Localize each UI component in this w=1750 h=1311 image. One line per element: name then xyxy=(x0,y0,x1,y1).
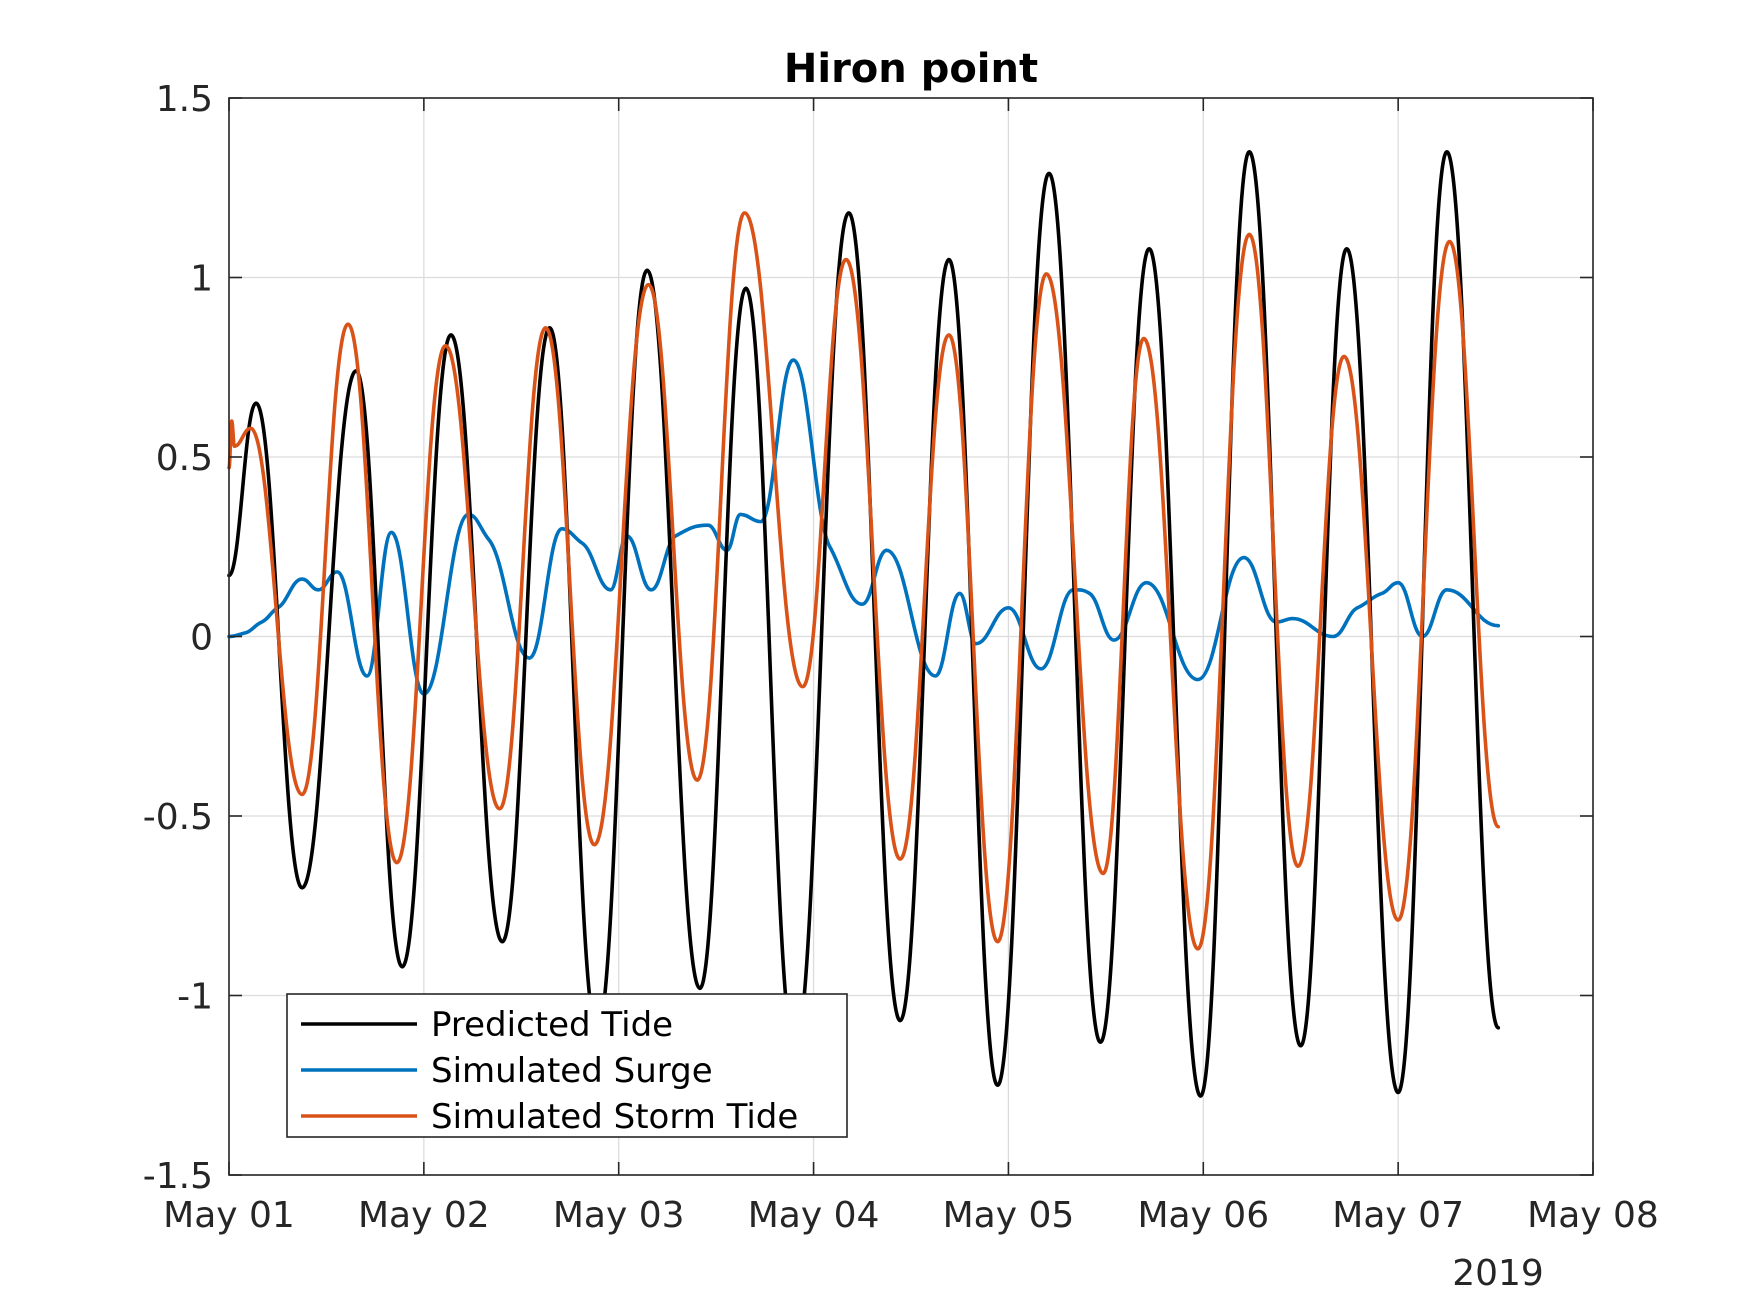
x-tick-label: May 03 xyxy=(553,1195,685,1236)
series-line-simulated-surge xyxy=(227,358,1501,696)
x-tick-label: May 06 xyxy=(1137,1195,1269,1236)
x-tick-label: May 04 xyxy=(748,1195,880,1236)
x-tick-labels: May 01 May 02 May 03 May 04 May 05 May 06 May … xyxy=(163,1195,1659,1236)
chart-title: Hiron point xyxy=(784,46,1038,92)
legend: Predicted Tide Simulated Surge Simulated S… xyxy=(286,993,848,1138)
y-tick-label: 1 xyxy=(190,259,213,300)
series-layer xyxy=(227,150,1501,1098)
y-tick-label: -1 xyxy=(177,977,213,1018)
x-tick-label: May 08 xyxy=(1527,1195,1659,1236)
y-tick-label: -0.5 xyxy=(143,797,213,838)
y-tick-label: 1.5 xyxy=(156,79,213,120)
legend-label: Simulated Surge xyxy=(431,1051,713,1091)
ticks xyxy=(228,97,1594,1176)
legend-box xyxy=(286,993,848,1138)
y-tick-labels: -1.5 -1 -0.5 0 0.5 1 1.5 xyxy=(143,79,213,1197)
y-tick-label: -1.5 xyxy=(143,1156,213,1197)
legend-label: Simulated Storm Tide xyxy=(431,1097,798,1137)
x-tick-label: May 07 xyxy=(1332,1195,1464,1236)
series-line-predicted-tide xyxy=(227,150,1501,1098)
series-line-simulated-storm-tide xyxy=(227,211,1501,951)
x-tick-label: May 02 xyxy=(358,1195,490,1236)
y-tick-label: 0 xyxy=(190,618,213,659)
x-tick-label: May 01 xyxy=(163,1195,295,1236)
legend-label: Predicted Tide xyxy=(431,1005,673,1045)
x-axis-year-label: 2019 xyxy=(1452,1253,1544,1294)
x-tick-label: May 05 xyxy=(943,1195,1075,1236)
y-tick-label: 0.5 xyxy=(156,438,213,479)
